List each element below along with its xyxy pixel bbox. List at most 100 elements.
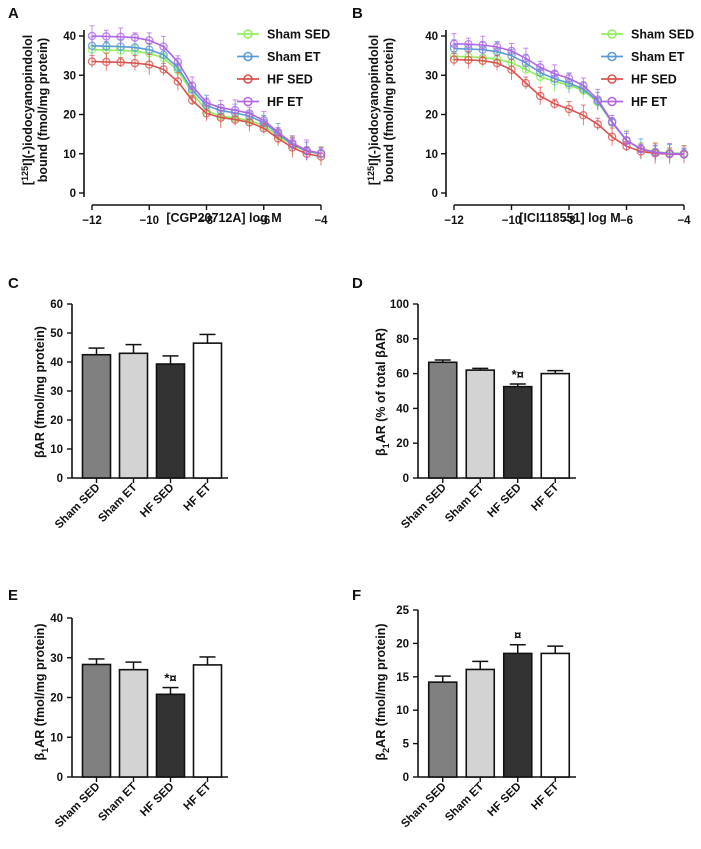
legend-marker (607, 29, 617, 39)
panel-label-c: C (8, 275, 19, 292)
x-tick-label: −4 (677, 215, 691, 227)
data-point (316, 149, 326, 158)
data-point (464, 39, 473, 49)
bar (192, 342, 223, 479)
y-tick-label: 0 (57, 473, 63, 485)
x-tick-label: −10 (502, 215, 522, 227)
y-label-f-rest: AR (fmol/mg protein) (374, 624, 388, 748)
legend-marker (243, 74, 253, 84)
legend-label: Sham SED (267, 28, 330, 42)
x-tick-label: HF SED (486, 781, 524, 819)
y-tick-label: 5 (403, 739, 410, 751)
data-point (536, 63, 545, 72)
panel-label-d: D (352, 275, 363, 292)
data-point (159, 65, 168, 74)
data-point (478, 40, 487, 50)
legend-label: HF SED (631, 73, 677, 87)
data-point (130, 43, 140, 52)
x-tick-label: HF SED (138, 781, 176, 819)
legend-label: Sham ET (267, 50, 321, 64)
bar (465, 369, 496, 479)
legend-marker (243, 29, 253, 39)
bar (427, 681, 458, 778)
legend-label: HF SED (267, 73, 313, 87)
data-point (449, 55, 459, 64)
data-point (593, 95, 603, 104)
data-point (593, 120, 603, 129)
y-tick-label: 10 (50, 444, 63, 456)
y-tick-label: 30 (425, 70, 438, 82)
y-tick-label: 40 (50, 613, 63, 625)
x-tick-label: −8 (200, 215, 214, 227)
y-axis-label-b-line2: bound (fmol/mg protein) (382, 38, 396, 182)
y-tick-label: 40 (425, 31, 438, 43)
data-point (564, 104, 574, 114)
y-tick-label: 20 (50, 415, 63, 427)
series-hf-et (449, 33, 689, 164)
data-point (636, 144, 646, 154)
data-point (607, 117, 617, 126)
y-tick-label: 30 (50, 386, 63, 398)
x-tick-label: Sham SED (399, 781, 449, 831)
y-tick-label: 10 (425, 149, 438, 161)
data-point (259, 116, 268, 125)
y-tick-label: 10 (396, 705, 409, 717)
bar (540, 372, 571, 479)
significance-marker: *¤ (512, 367, 524, 382)
y-axis-label-a-line1: [125I](-)iodocyanopindolol (20, 35, 35, 185)
data-point (622, 136, 631, 145)
y-tick-label: 60 (50, 299, 63, 311)
y-tick-label: 30 (63, 70, 76, 82)
x-tick-label: Sham SED (399, 482, 449, 532)
panel-a: A 0 10 20 30 40 −12 −10 −8 −6 −4 Sham SED Sham ET HF… (8, 5, 330, 227)
y-axis-label-d: β1AR (% of total βAR) (374, 328, 391, 456)
plot-area-b: 0 10 20 30 40 −12 −10 −8 −6 −4 Sham SED Sham ET HF S… (425, 28, 694, 228)
x-tick-label: Sham SED (53, 781, 103, 831)
y-label-e-beta: β (33, 752, 47, 760)
y-axis-label-e: β1AR (fmol/mg protein) (33, 624, 50, 761)
y-tick-label: 25 (396, 605, 409, 617)
data-point (651, 148, 660, 157)
data-point (550, 69, 559, 78)
data-point (230, 105, 240, 115)
data-point (202, 98, 211, 107)
y-tick-label: 10 (63, 149, 76, 161)
legend-marker (607, 96, 617, 107)
legend-label: Sham ET (631, 50, 685, 64)
x-tick-label: HF ET (529, 482, 561, 514)
legend-label: HF ET (631, 95, 667, 109)
data-point (492, 42, 502, 52)
y-tick-label: 60 (396, 369, 409, 381)
bar (192, 664, 223, 778)
legend-marker (607, 74, 617, 84)
y-tick-label: 0 (403, 772, 409, 784)
y-label-b-rest: I](-)iodocyanopindolol (367, 35, 381, 166)
x-tick-label: −4 (314, 215, 328, 227)
y-label-d-beta: β (374, 448, 388, 456)
data-point (87, 57, 97, 66)
x-tick-label: −6 (257, 215, 270, 227)
bar (81, 663, 112, 778)
y-label-d-subscript: 1 (381, 443, 391, 448)
y-tick-label: 50 (50, 328, 63, 340)
data-point (288, 138, 297, 148)
y-label-f-subscript: 2 (381, 748, 391, 753)
y-label-d-rest: AR (% of total βAR) (374, 328, 388, 443)
bar (155, 363, 186, 479)
data-point (507, 46, 516, 56)
data-point (87, 31, 97, 41)
data-point (202, 109, 211, 118)
x-tick-label: −10 (139, 215, 159, 227)
data-point (245, 109, 254, 118)
data-point (144, 36, 154, 45)
panel-b: B 0 10 20 30 40 −12 −10 −8 −6 −4 Sham SED Sham ET HF… (352, 5, 694, 227)
data-point (521, 78, 531, 88)
data-point (130, 33, 140, 42)
data-point (144, 60, 154, 69)
y-label-a-bracket: [ (21, 180, 35, 185)
data-point (449, 39, 459, 49)
data-point (679, 149, 689, 159)
